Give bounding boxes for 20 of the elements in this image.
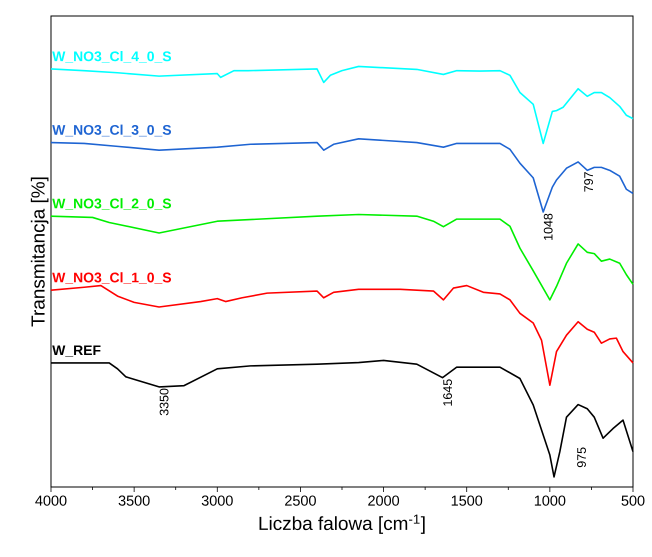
x-tick-label: 500 <box>622 495 644 506</box>
x-tick-label: 3500 <box>118 495 150 506</box>
x-tick-label: 1500 <box>452 495 482 506</box>
annotation: 1048 <box>544 214 553 240</box>
series-label: W_NO3_Cl_1_0_S <box>52 272 172 284</box>
annotation: 1645 <box>443 379 452 406</box>
series-label: W_NO3_Cl_3_0_S <box>52 124 172 136</box>
annotation: 3350 <box>160 388 168 416</box>
annotation: 797 <box>584 172 594 192</box>
x-tick-label: 2000 <box>368 495 400 506</box>
x-tick-label: 3000 <box>202 495 233 506</box>
series-label: W_NO3_Cl_2_0_S <box>52 198 172 210</box>
annotation: 975 <box>577 447 586 468</box>
x-tick-label: 1000 <box>534 495 566 506</box>
x-tick-label: 2500 <box>285 495 316 506</box>
y-axis-title: Transmitancja [%] <box>30 177 48 326</box>
series-label: W_REF <box>52 345 100 357</box>
x-tick-label: 4000 <box>35 495 66 506</box>
x-axis-title: Liczba falowa [cm$^{-1}$] <box>260 514 425 534</box>
series-label: W_NO3_Cl_4_0_S <box>52 50 172 63</box>
